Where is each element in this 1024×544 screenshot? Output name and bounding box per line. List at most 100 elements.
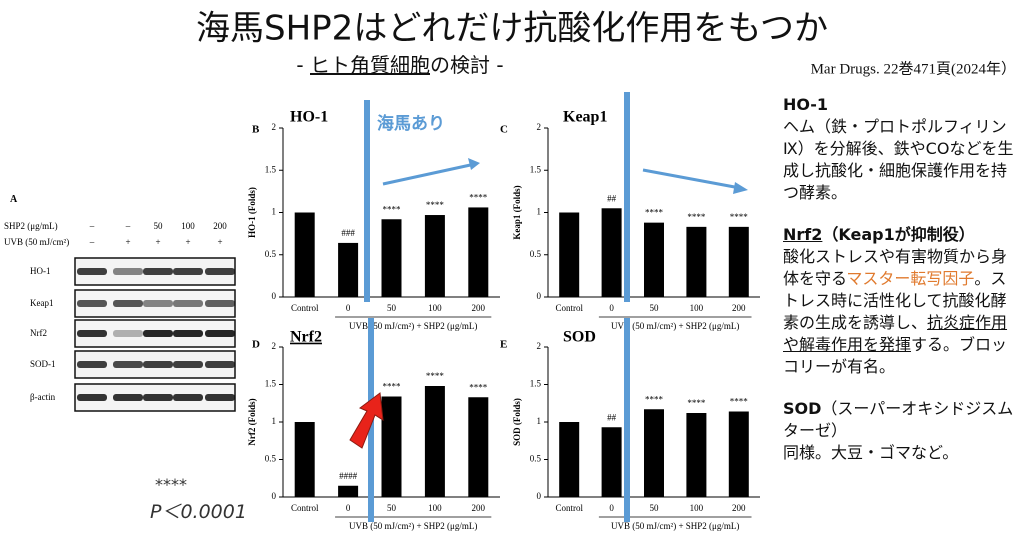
- citation: Mar Drugs. 22巻471頁(2024年）: [811, 60, 1016, 77]
- blot-row-value: +: [217, 237, 222, 247]
- y-tick-label: 1.5: [530, 379, 542, 389]
- blot-band: [143, 330, 173, 337]
- significance-mark: ##: [607, 412, 617, 422]
- x-tick-label: 200: [732, 503, 746, 513]
- bar: [601, 208, 622, 297]
- blot-band: [113, 330, 143, 337]
- x-axis-label: UVB (50 mJ/cm²) + SHP2 (μg/mL): [349, 321, 477, 331]
- bar: [424, 386, 445, 497]
- y-tick-label: 0.5: [265, 454, 277, 464]
- subtitle-part: ヒト角質細胞: [310, 53, 430, 77]
- blot-row-value: 50: [154, 221, 164, 231]
- blot-row-label: UVB (50 mJ/cm²): [4, 237, 69, 247]
- y-tick-label: 0: [272, 291, 277, 301]
- chart-title: Nrf2: [290, 329, 322, 346]
- bar: [644, 409, 664, 497]
- blot-row-value: –: [89, 237, 95, 247]
- x-tick-label: 200: [472, 503, 486, 513]
- significance-mark: ###: [341, 228, 355, 238]
- blot-band: [173, 268, 203, 275]
- significance-mark: ****: [383, 382, 402, 392]
- y-tick-label: 0.5: [530, 454, 542, 464]
- subtitle: - ヒト角質細胞の検討 -: [296, 53, 503, 77]
- bar: [644, 222, 664, 297]
- y-axis-label: Keap1 (Folds): [512, 185, 522, 239]
- blot-band-label: Nrf2: [30, 328, 47, 338]
- slide-title: 海馬SHP2はどれだけ抗酸化作用をもつか: [196, 9, 828, 49]
- blot-band: [113, 268, 143, 275]
- significance-mark: ****: [469, 382, 488, 392]
- blot-band: [113, 394, 143, 401]
- blot-band: [205, 361, 235, 368]
- bar: [686, 226, 707, 297]
- trend-arrow-head: [468, 158, 480, 170]
- x-tick-label: Control: [291, 303, 319, 313]
- x-tick-label: 100: [428, 503, 442, 513]
- x-tick-label: 50: [387, 303, 397, 313]
- significance-mark: ##: [607, 193, 617, 203]
- blot-band: [113, 361, 143, 368]
- western-blot: SHP2 (μg/mL) – – 50 100 200 UVB (50 mJ/cm²) – + +…: [4, 221, 236, 412]
- blot-band: [77, 268, 107, 275]
- blot-band: [205, 394, 235, 401]
- panel-letter: C: [500, 124, 508, 136]
- x-tick-label: 50: [387, 503, 397, 513]
- note-heading-part: （Keap1が抑制役）: [822, 225, 975, 244]
- bar: [338, 485, 359, 497]
- note-heading-note: （スーパーオキシドジスムターゼ）: [783, 399, 1014, 440]
- trend-arrow: [642, 168, 741, 190]
- x-axis-label: UVB (50 mJ/cm²) + SHP2 (μg/mL): [611, 321, 739, 331]
- blot-band: [143, 361, 173, 368]
- y-tick-label: 0.5: [530, 249, 542, 259]
- note-heading: Nrf2（Keap1が抑制役）: [783, 225, 975, 244]
- y-tick-label: 1: [272, 416, 277, 426]
- bar: [381, 396, 402, 497]
- significance-mark: ****: [426, 371, 445, 381]
- bar: [468, 207, 489, 297]
- x-axis-label: UVB (50 mJ/cm²) + SHP2 (μg/mL): [349, 521, 477, 531]
- blot-row-value: –: [125, 221, 131, 231]
- note-heading: SOD: [783, 399, 822, 418]
- x-tick-label: 50: [650, 303, 660, 313]
- blot-row-value: 200: [213, 221, 227, 231]
- significance-mark: ****: [730, 397, 749, 407]
- bar: [728, 411, 749, 497]
- y-tick-label: 1.5: [265, 164, 277, 174]
- x-tick-label: 0: [346, 303, 351, 313]
- y-axis-label: HO-1 (Folds): [247, 187, 257, 238]
- significance-mark: ****: [730, 212, 749, 222]
- chart-annotation: 海馬あり: [377, 113, 445, 134]
- blot-band: [205, 300, 235, 307]
- significance-mark: ****: [426, 200, 445, 210]
- y-axis-label: Nrf2 (Folds): [247, 398, 257, 445]
- note-underline: 抗炎症作用や解毒作用を発揮: [783, 313, 1008, 354]
- trend-arrow: [382, 162, 476, 186]
- x-tick-label: 100: [690, 303, 704, 313]
- trend-arrow-head: [733, 182, 748, 194]
- blot-band-label: β-actin: [30, 392, 56, 402]
- blot-band: [77, 300, 107, 307]
- y-tick-label: 0: [537, 291, 542, 301]
- note-sod: SOD（スーパーオキシドジスムターゼ） 同様。大豆・ゴマなど。: [783, 398, 1019, 464]
- blot-band: [77, 394, 107, 401]
- bar: [294, 422, 315, 497]
- y-tick-label: 2: [537, 122, 542, 132]
- blot-label: A: [10, 194, 18, 205]
- significance-mark: ****: [469, 192, 488, 202]
- significance-p: P＜0.0001: [150, 501, 247, 523]
- x-tick-label: Control: [291, 503, 319, 513]
- x-tick-label: 0: [346, 503, 351, 513]
- blot-band: [205, 330, 235, 337]
- note-body: する。ブロッコリーが有名。: [783, 335, 1008, 376]
- blot-row-value: +: [185, 237, 190, 247]
- y-tick-label: 1: [272, 207, 277, 217]
- bar: [601, 427, 622, 497]
- blot-band: [173, 394, 203, 401]
- x-axis-label: UVB (50 mJ/cm²) + SHP2 (μg/mL): [611, 521, 739, 531]
- subtitle-part: -: [296, 53, 310, 77]
- significance-mark: ****: [687, 398, 706, 408]
- x-tick-label: 0: [609, 503, 614, 513]
- x-tick-label: 100: [690, 503, 704, 513]
